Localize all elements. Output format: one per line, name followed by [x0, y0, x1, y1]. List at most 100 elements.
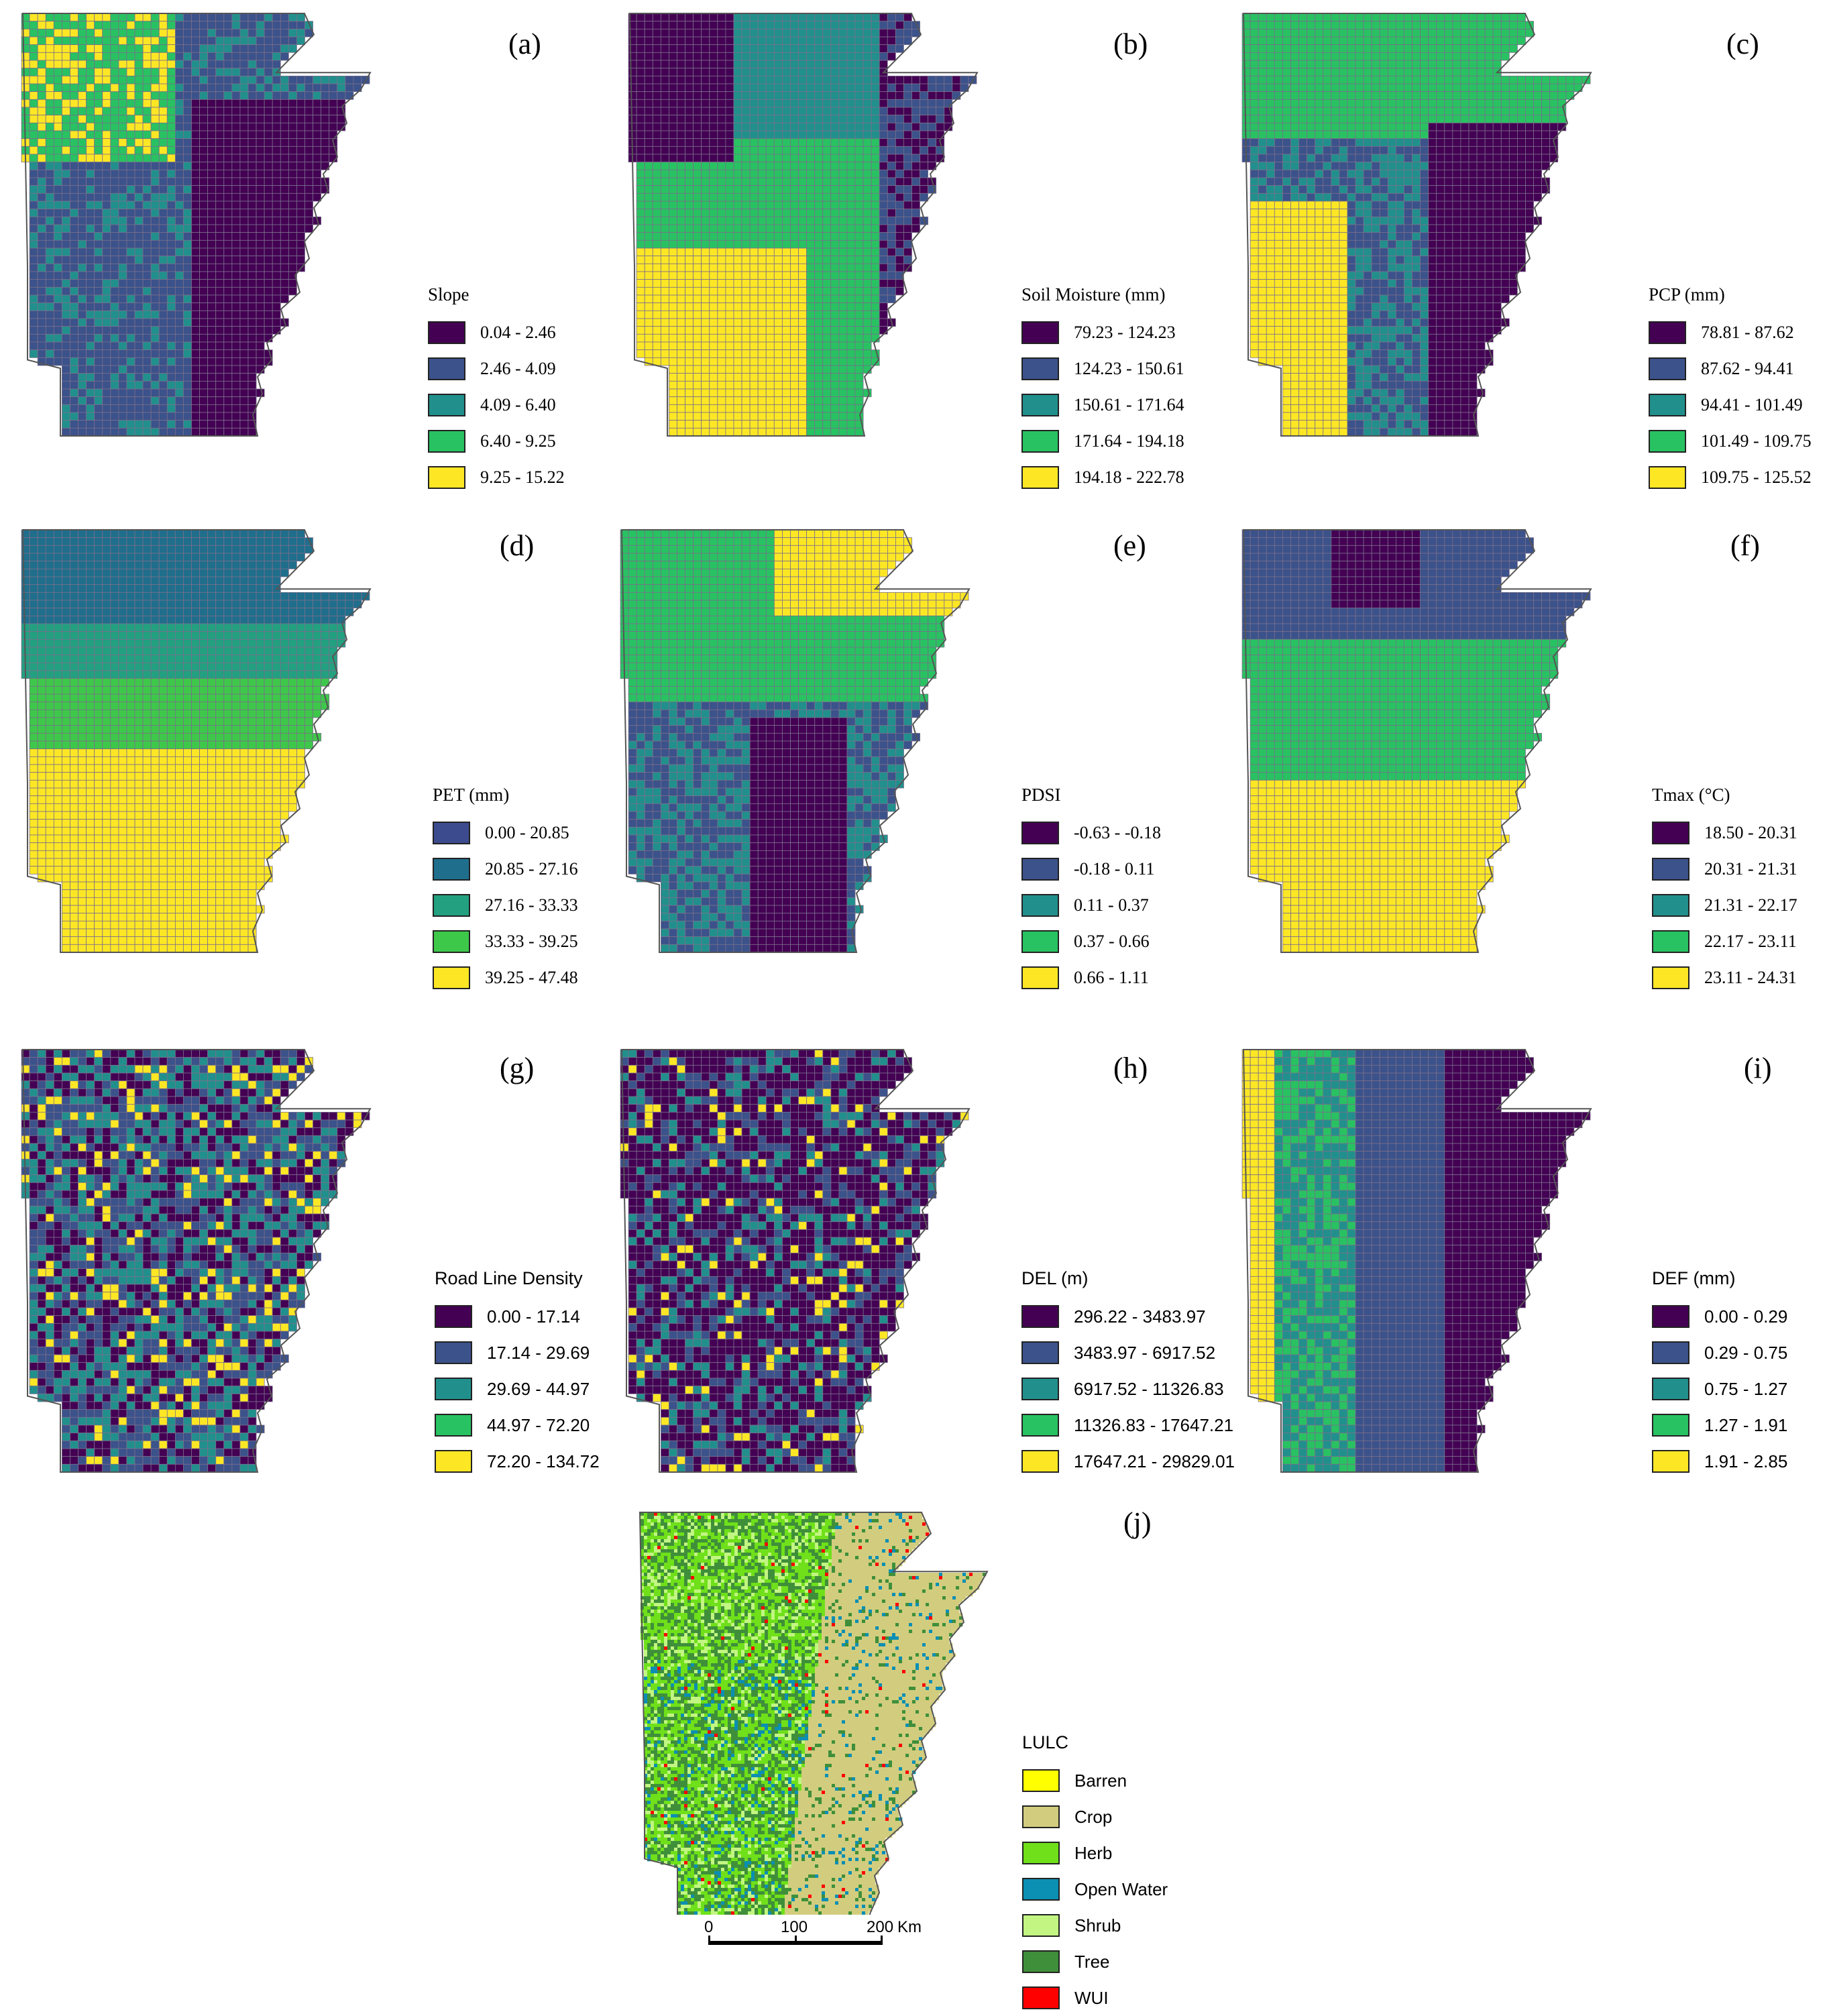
grid-cell	[757, 302, 767, 311]
grid-cell	[1371, 60, 1380, 69]
grid-cell	[239, 83, 249, 93]
grid-cell	[1436, 107, 1445, 116]
grid-cell	[1355, 224, 1364, 233]
grid-cell	[1420, 36, 1429, 46]
grid-cell	[231, 130, 241, 139]
grid-cell	[1266, 75, 1275, 85]
grid-cell	[1420, 294, 1429, 304]
grid-cell	[1508, 169, 1518, 178]
grid-cell	[1412, 83, 1421, 93]
grid-cell	[166, 68, 176, 76]
grid-cell	[709, 75, 718, 85]
grid-cell	[223, 201, 233, 210]
grid-cell	[86, 365, 95, 374]
grid-cell	[239, 192, 249, 202]
grid-cell	[781, 115, 791, 123]
grid-cell	[838, 209, 848, 217]
grid-cell	[677, 263, 685, 272]
grid-cell	[150, 239, 160, 249]
grid-cell	[757, 271, 767, 280]
grid-cell	[264, 209, 273, 217]
grid-cell	[288, 146, 297, 155]
grid-cell	[863, 107, 872, 116]
grid-cell	[158, 68, 168, 76]
grid-cell	[1500, 146, 1510, 155]
grid-cell	[199, 239, 209, 249]
grid-cell	[94, 75, 103, 85]
grid-cell	[790, 44, 799, 53]
grid-cell	[1428, 192, 1437, 202]
grid-cell	[45, 216, 54, 225]
grid-cell	[644, 247, 653, 257]
grid-cell	[102, 420, 111, 429]
grid-cell	[1315, 83, 1324, 93]
grid-cell	[790, 177, 799, 186]
grid-cell	[1533, 177, 1543, 186]
grid-cell	[1339, 52, 1348, 61]
grid-cell	[781, 349, 791, 358]
grid-cell	[652, 232, 661, 241]
grid-cell	[1258, 279, 1267, 288]
grid-cell	[790, 146, 799, 155]
grid-cell	[709, 130, 718, 139]
grid-cell	[29, 216, 38, 225]
grid-cell	[1355, 286, 1364, 296]
grid-cell	[1452, 232, 1461, 241]
grid-cell	[223, 373, 233, 382]
grid-cell	[1323, 209, 1332, 217]
grid-cell	[78, 404, 87, 413]
grid-cell	[1476, 177, 1486, 186]
grid-cell	[231, 154, 241, 163]
grid-cell	[806, 192, 816, 202]
grid-cell	[903, 115, 912, 123]
grid-cell	[62, 209, 70, 217]
grid-cell	[781, 209, 791, 217]
grid-cell	[725, 209, 734, 217]
grid-cell	[660, 83, 669, 93]
grid-cell	[806, 13, 816, 22]
grid-cell	[1339, 185, 1348, 194]
grid-cell	[45, 44, 54, 53]
grid-cell	[644, 302, 653, 311]
grid-cell	[1436, 239, 1445, 249]
grid-cell	[757, 396, 767, 405]
grid-cell	[765, 201, 775, 210]
grid-cell	[247, 247, 257, 257]
grid-cell	[1274, 28, 1283, 38]
grid-cell	[660, 21, 669, 30]
grid-cell	[790, 286, 799, 296]
grid-cell	[1282, 256, 1291, 264]
grid-cell	[830, 224, 840, 233]
grid-cell	[903, 36, 912, 46]
grid-cell	[247, 333, 257, 343]
grid-cell	[814, 373, 824, 382]
grid-cell	[1412, 68, 1421, 76]
grid-cell	[174, 130, 184, 139]
grid-cell	[798, 427, 807, 437]
grid-cell	[1347, 256, 1356, 264]
grid-cell	[1250, 138, 1259, 147]
grid-cell	[854, 373, 864, 382]
grid-cell	[29, 310, 38, 319]
grid-cell	[830, 326, 840, 335]
grid-cell	[854, 216, 864, 225]
grid-cell	[685, 122, 694, 131]
grid-cell	[280, 154, 289, 163]
grid-cell	[158, 52, 168, 61]
grid-cell	[1387, 21, 1396, 30]
grid-cell	[272, 21, 281, 30]
grid-cell	[1420, 271, 1429, 280]
grid-cell	[142, 404, 152, 413]
grid-cell	[1468, 239, 1478, 249]
grid-cell	[1517, 256, 1526, 264]
grid-cell	[272, 52, 281, 61]
grid-cell	[628, 60, 637, 69]
grid-cell	[701, 388, 710, 398]
grid-cell	[798, 256, 807, 264]
grid-cell	[717, 239, 726, 249]
grid-cell	[1428, 44, 1437, 53]
grid-cell	[1266, 185, 1275, 194]
grid-cell	[62, 232, 70, 241]
grid-cell	[29, 318, 38, 327]
grid-cell	[1363, 13, 1372, 22]
